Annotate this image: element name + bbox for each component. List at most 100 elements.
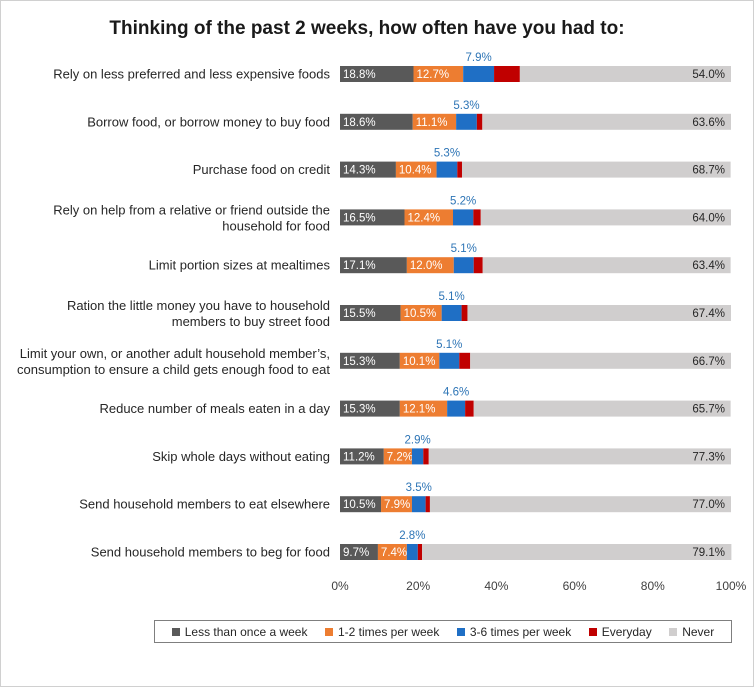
data-label: 2.8% (399, 530, 425, 542)
data-label: 63.6% (692, 117, 725, 129)
category-label-line: consumption to ensure a child gets enoug… (17, 362, 330, 377)
data-label: 4.6% (443, 387, 469, 399)
category-label-line: household for food (222, 218, 330, 233)
legend-label: Everyday (601, 624, 652, 639)
bar-segment (482, 257, 731, 274)
bar-segment (340, 305, 401, 321)
data-label: 5.1% (439, 291, 465, 303)
bar-segment (340, 496, 382, 513)
data-label: 5.2% (450, 195, 476, 207)
legend-label: Less than once a week (184, 624, 308, 639)
data-label: 7.9% (384, 499, 410, 511)
data-label: 77.3% (692, 451, 725, 463)
bar-segment (482, 113, 731, 130)
category-label: Send household members to eat elsewhere (79, 497, 330, 512)
bar-segment (470, 352, 731, 369)
data-label: 3.5% (406, 482, 432, 494)
data-label: 12.1% (403, 404, 436, 416)
category-label-line: Ration the little money you have to hous… (67, 298, 330, 313)
bar-segment (494, 66, 520, 82)
category-label: Limit your own, or another adult househo… (17, 346, 330, 377)
bar-segment (473, 257, 483, 274)
legend: Less than once a week 1-2 times per week 3… (154, 620, 732, 643)
bar-segment (463, 66, 495, 82)
x-tick-label: 60% (563, 579, 587, 593)
category-label: Purchase food on credit (193, 162, 331, 177)
data-label: 15.5% (343, 308, 376, 320)
bars-group: 18.8%12.7%7.9%6.6%54.0%18.6%11.1%5.3%1.4… (340, 52, 732, 560)
data-label: 10.4% (399, 165, 432, 177)
bar-segment (480, 209, 731, 226)
x-tick-label: 80% (641, 579, 665, 593)
legend-item: Everyday (588, 624, 652, 639)
data-label: 15.3% (343, 356, 376, 368)
bar-segment (425, 496, 430, 513)
data-label: 68.7% (692, 165, 725, 177)
data-label: 17.1% (343, 260, 376, 272)
bar-segment (453, 257, 474, 274)
bar-segment (340, 66, 414, 82)
bar-segment (411, 496, 426, 513)
category-label: Limit portion sizes at mealtimes (149, 258, 331, 273)
bar-segment (417, 544, 423, 560)
data-label: 5.1% (451, 243, 477, 255)
legend-item: Less than once a week (171, 624, 308, 639)
bar-segment (441, 305, 462, 321)
bar-segment (465, 400, 474, 417)
data-label: 16.5% (343, 212, 376, 224)
data-label: 5.1% (436, 339, 462, 351)
data-label: 5.3% (453, 100, 479, 112)
legend-swatch (588, 627, 597, 636)
data-label: 5.3% (434, 148, 460, 160)
bar-segment (461, 305, 468, 321)
bar-segment (340, 352, 400, 369)
bar-segment (340, 161, 396, 178)
category-label: Rely on less preferred and less expensiv… (53, 67, 330, 82)
bar-segment (429, 496, 731, 513)
bar-segment (406, 544, 418, 560)
bar-segment (519, 66, 731, 82)
data-label: 10.5% (343, 499, 376, 511)
bar-segment (399, 400, 448, 417)
data-label: 54.0% (692, 69, 725, 81)
bar-segment (473, 400, 731, 417)
bar-segment (467, 305, 731, 321)
category-labels: Rely on less preferred and less expensiv… (17, 67, 330, 560)
bar-segment (395, 161, 437, 178)
x-axis: 0% 20% 40% 60% 80% 100% (331, 579, 746, 593)
bar-segment (452, 209, 474, 226)
legend-item: 1-2 times per week (324, 624, 440, 639)
bar-segment (436, 161, 458, 178)
bar-segment (340, 209, 405, 226)
legend-swatch (456, 627, 465, 636)
bar-segment (381, 496, 412, 513)
legend-label: 1-2 times per week (337, 624, 440, 639)
legend-label: Never (682, 624, 715, 639)
data-label: 65.7% (692, 404, 725, 416)
bar-segment (423, 448, 429, 465)
bar-segment (413, 66, 464, 82)
bar-segment (404, 209, 453, 226)
bar-segment (406, 257, 454, 274)
legend-item: Never (669, 625, 714, 639)
data-label: 63.4% (692, 260, 725, 272)
bar-segment (340, 400, 400, 417)
data-label: 12.7% (417, 69, 450, 81)
data-label: 10.5% (404, 308, 437, 320)
data-label: 64.0% (692, 212, 725, 224)
x-tick-label: 20% (406, 579, 430, 593)
category-label: Rely on help from a relative or friend o… (53, 202, 330, 233)
data-label: 66.7% (692, 356, 725, 368)
data-label: 79.1% (692, 547, 725, 559)
bar-segment (412, 113, 457, 130)
bar-segment (456, 113, 477, 130)
data-label: 12.0% (410, 260, 443, 272)
legend-item: 3-6 times per week (456, 625, 571, 639)
bar-segment (411, 448, 424, 465)
data-label: 2.9% (405, 434, 431, 446)
category-label: Skip whole days without eating (152, 449, 330, 464)
data-label: 10.1% (403, 356, 436, 368)
bar-segment (476, 113, 483, 130)
data-label: 11.1% (416, 117, 448, 129)
x-tick-label: 100% (716, 579, 747, 593)
